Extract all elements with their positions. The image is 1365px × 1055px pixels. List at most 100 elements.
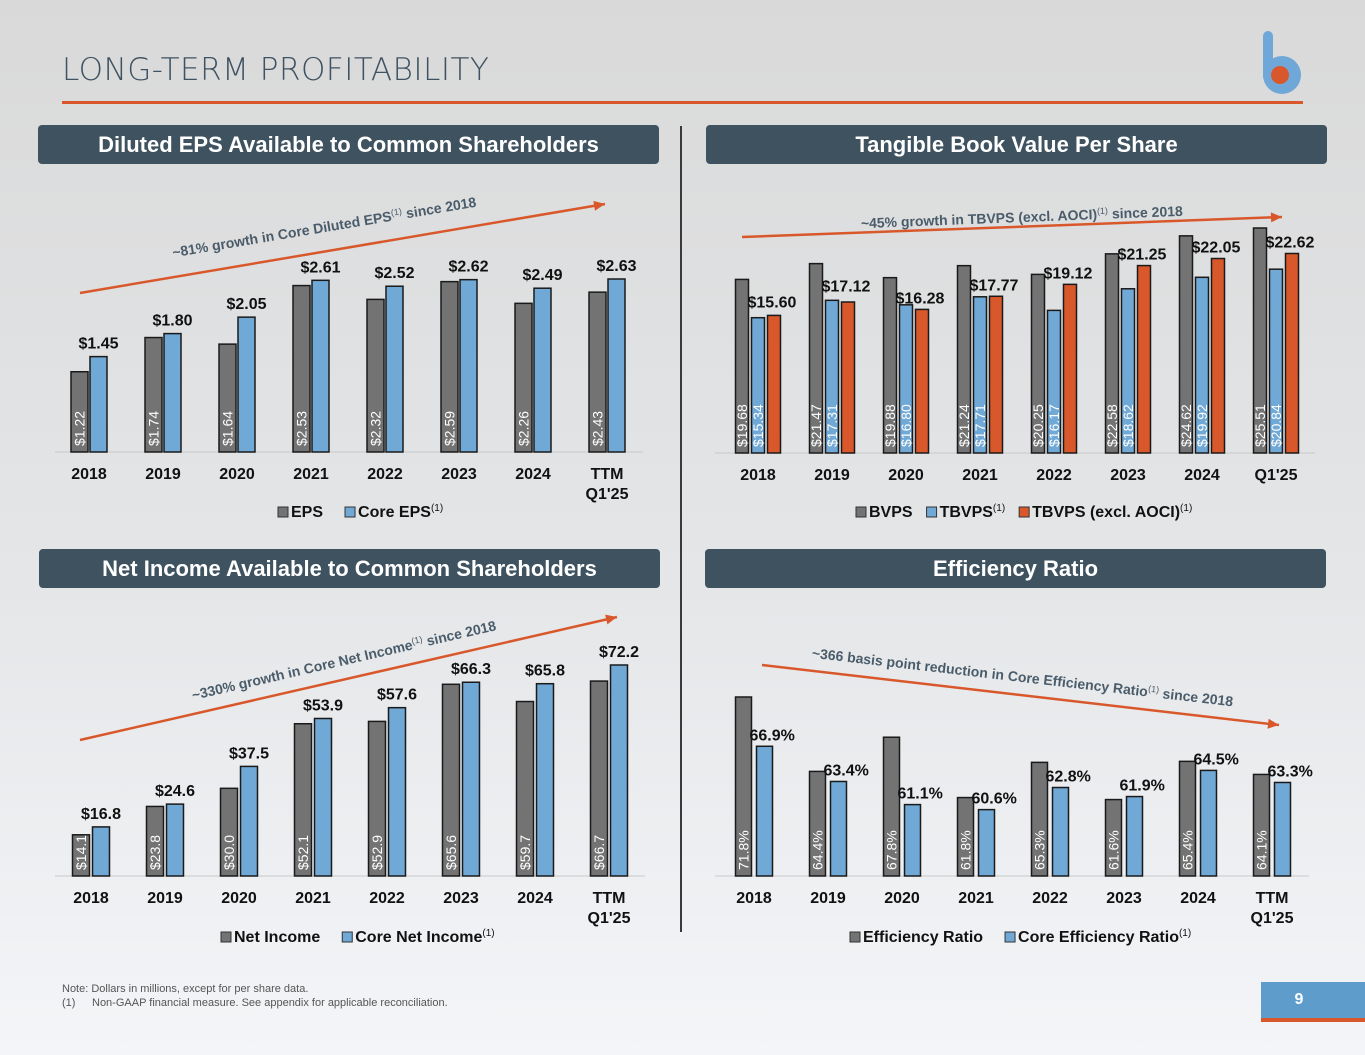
data-label: $21.25	[1118, 247, 1167, 264]
data-label: 62.8%	[1046, 769, 1091, 786]
chart-net-income: $14.1 $16.8 2018 $23.8 $24.6 2019 $30.0 $37.5 20…	[55, 614, 645, 946]
panel-header-net-income: Net Income Available to Common Sharehold…	[39, 549, 660, 588]
bar-net-income	[515, 700, 535, 877]
data-label-inside: 61.8%	[958, 830, 974, 870]
data-label: 64.5%	[1194, 751, 1239, 768]
legend-label: Core Efficiency Ratio(1)	[1018, 928, 1191, 946]
bar-bvps	[1252, 227, 1268, 454]
data-label-inside: $2.53	[294, 411, 310, 446]
bar-core-eps	[533, 287, 552, 453]
x-tick-label: 2018	[740, 467, 776, 484]
trend-arrowhead-icon	[593, 200, 605, 211]
data-label-inside: $20.25	[1030, 404, 1046, 447]
bar-core-efficiency-ratio	[1273, 781, 1292, 877]
data-label: 63.3%	[1268, 763, 1313, 780]
trend-arrow-line	[79, 615, 618, 742]
x-tick-label: 2022	[367, 466, 403, 483]
x-tick-label: 2018	[71, 466, 107, 483]
bar-bvps	[1030, 273, 1046, 454]
x-tick-label: 2021	[962, 467, 998, 484]
bar-bvps	[882, 276, 898, 454]
x-tick-label: 2020	[884, 890, 920, 907]
data-label-inside: $24.62	[1178, 404, 1194, 447]
trend-arrowhead-icon	[605, 614, 617, 625]
legend-label: TBVPS(1)	[940, 503, 1006, 521]
bar-net-income	[589, 680, 609, 877]
data-label-inside: $16.17	[1046, 404, 1062, 447]
data-label: $2.61	[300, 259, 340, 276]
bar-bvps	[808, 262, 824, 454]
data-label-inside: $19.88	[882, 404, 898, 447]
data-label-inside: $2.59	[442, 411, 458, 446]
page-number: 9	[1261, 982, 1365, 1022]
data-label-inside: 67.8%	[884, 830, 900, 870]
bar-tbvps	[1120, 288, 1136, 454]
data-label: 66.9%	[750, 727, 795, 744]
data-label-inside: $23.8	[147, 835, 163, 870]
data-label: $19.12	[1044, 265, 1093, 282]
bar-core-efficiency-ratio	[903, 803, 922, 877]
bar-core-efficiency-ratio	[977, 808, 996, 877]
bar-bvps	[1104, 253, 1120, 454]
chart-efficiency: 71.8% 66.9% 2018 64.4% 63.4% 2019 67.8% 61.1% 20…	[715, 645, 1313, 946]
data-label-inside: $21.47	[808, 404, 824, 447]
bar-core-efficiency-ratio	[1051, 786, 1070, 877]
data-label-inside: $18.62	[1120, 404, 1136, 447]
bar-eps	[144, 336, 163, 453]
x-tick-label: 2022	[1036, 467, 1072, 484]
bar-core-efficiency-ratio	[755, 745, 774, 877]
data-label-inside: $17.31	[824, 404, 840, 447]
bar-core-eps	[237, 316, 256, 453]
trend-arrowhead-icon	[1270, 212, 1282, 223]
bar-efficiency-ratio	[956, 796, 975, 877]
bar-core-efficiency-ratio	[1125, 795, 1144, 877]
bar-bvps	[734, 278, 750, 454]
data-label: $2.05	[226, 296, 266, 313]
data-label-inside: $15.34	[750, 404, 766, 447]
data-label-inside: $2.26	[516, 411, 532, 446]
x-tick-label: Q1'25	[1255, 467, 1298, 484]
data-label: $22.62	[1266, 234, 1315, 251]
x-tick-label: 2024	[1180, 890, 1216, 907]
x-tick-label: 2019	[814, 467, 850, 484]
data-label: 61.1%	[898, 786, 943, 803]
data-label: $1.45	[78, 336, 118, 353]
data-label: $72.2	[599, 644, 639, 661]
x-tick-label: Q1'25	[586, 486, 629, 503]
bar-tbvps-excl-aoci-	[1284, 252, 1300, 454]
legend-label: Core EPS(1)	[358, 503, 443, 521]
bar-tbvps	[1046, 309, 1062, 454]
bar-core-eps	[89, 355, 108, 453]
data-label: $2.49	[522, 267, 562, 284]
x-tick-label: 2021	[293, 466, 329, 483]
bar-tbvps-excl-aoci-	[1136, 264, 1152, 454]
bar-tbvps	[1194, 276, 1210, 454]
legend-label: Net Income	[234, 929, 320, 946]
data-label: $65.8	[525, 663, 565, 680]
x-tick-label: 2020	[221, 890, 257, 907]
x-tick-label: 2022	[1032, 890, 1068, 907]
footnote-1-text: Non-GAAP financial measure. See appendix…	[92, 997, 448, 1009]
legend-label: TBVPS (excl. AOCI)(1)	[1032, 503, 1192, 521]
data-label: 63.4%	[824, 762, 869, 779]
data-label: $2.63	[596, 258, 636, 275]
x-tick-label: 2019	[145, 466, 181, 483]
x-tick-label: Q1'25	[588, 910, 631, 927]
data-label-inside: $16.80	[898, 404, 914, 447]
x-tick-label: 2023	[441, 466, 477, 483]
bar-efficiency-ratio	[1030, 761, 1049, 877]
bar-tbvps-excl-aoci-	[840, 301, 856, 454]
x-tick-label: 2024	[1184, 467, 1220, 484]
bar-eps	[218, 343, 237, 453]
data-label-inside: $19.92	[1194, 404, 1210, 447]
data-label-inside: 65.3%	[1032, 830, 1048, 870]
x-tick-label: 2024	[517, 890, 553, 907]
bar-tbvps-excl-aoci-	[1062, 283, 1078, 454]
footnote-1-number: (1)	[62, 997, 76, 1009]
chart-tbvps: $19.68 $15.34 $15.60 2018 $21.47 $17.31 $17.12…	[715, 203, 1315, 521]
x-tick-label: 2020	[219, 466, 255, 483]
legend-label: Core Net Income(1)	[355, 928, 494, 946]
trend-arrow-line	[761, 663, 1280, 727]
x-tick-label: 2022	[369, 890, 405, 907]
data-label: 61.9%	[1120, 778, 1165, 795]
